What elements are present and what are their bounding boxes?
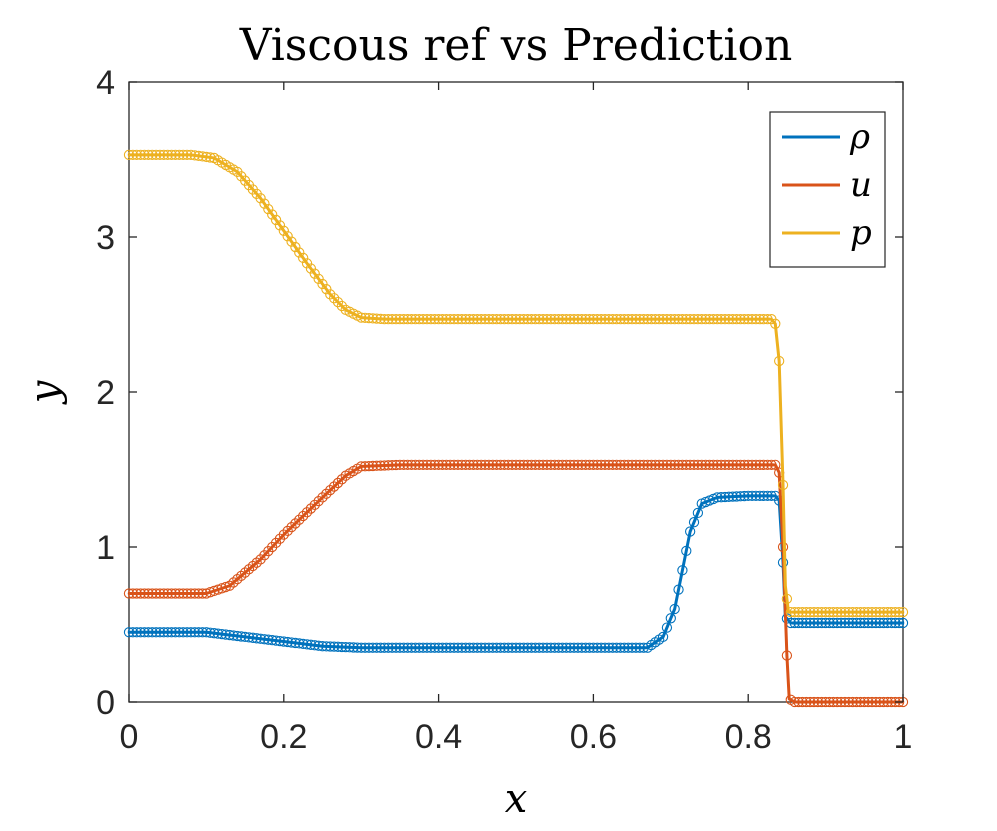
series-1-marker xyxy=(313,495,324,507)
series-1-marker xyxy=(286,522,297,533)
x-tick-label: 1 xyxy=(894,718,913,756)
series-1-marker xyxy=(321,488,332,499)
y-tick-label: 2 xyxy=(96,374,115,412)
series-0-marker xyxy=(665,613,676,624)
series-2-marker xyxy=(309,268,320,279)
series-2-marker xyxy=(313,273,324,284)
series-1-line xyxy=(129,463,903,704)
series-2-marker xyxy=(317,278,328,290)
series-2-marker xyxy=(290,241,301,253)
series-0-marker xyxy=(657,631,669,643)
series-1-marker xyxy=(309,499,320,510)
y-tick-label: 1 xyxy=(96,529,115,567)
series-1-marker xyxy=(247,560,258,572)
x-tick-label: 0.6 xyxy=(570,718,617,756)
legend-entry: p xyxy=(850,213,872,253)
series-2-marker xyxy=(282,231,293,242)
series-1-marker xyxy=(228,577,239,588)
legend-entry: ρ xyxy=(849,117,870,157)
series-1-marker xyxy=(243,564,255,575)
series-1-marker xyxy=(297,510,309,522)
series-1-marker xyxy=(305,503,317,514)
series-0-marker xyxy=(688,517,700,528)
series-1-marker xyxy=(325,485,336,496)
series-2-marker xyxy=(305,263,317,274)
series-1-marker xyxy=(239,567,251,578)
series-1-marker xyxy=(236,570,247,582)
series-1-marker xyxy=(290,518,301,529)
legend: ρup xyxy=(769,111,886,268)
series-1-marker xyxy=(251,557,262,568)
series-1 xyxy=(123,459,909,708)
plot-area xyxy=(123,81,909,708)
series-2-line xyxy=(129,153,903,614)
series-2-marker xyxy=(294,247,305,258)
chart-title: Viscous ref vs Prediction xyxy=(239,20,793,71)
series-2-marker xyxy=(286,236,297,247)
legend-entry: u xyxy=(850,165,872,205)
series-1-marker xyxy=(317,492,328,503)
series-2-marker xyxy=(278,225,289,236)
y-tick-label: 3 xyxy=(96,219,115,257)
series-1-marker xyxy=(301,507,313,518)
series-2-marker xyxy=(255,193,266,204)
series-2-marker xyxy=(336,300,347,312)
series-2-marker xyxy=(328,293,340,304)
series-2-marker xyxy=(301,258,313,269)
series-1-marker xyxy=(282,525,293,537)
series-2-marker xyxy=(263,203,274,215)
y-tick-label: 0 xyxy=(96,684,115,722)
series-2-marker xyxy=(267,209,278,220)
x-tick-label: 0 xyxy=(120,718,139,756)
series-2-marker xyxy=(321,284,332,295)
x-axis-label: x xyxy=(505,776,528,822)
series-1-marker xyxy=(278,529,289,540)
series-2 xyxy=(123,149,909,618)
series-2-marker xyxy=(325,289,336,300)
series-1-marker xyxy=(232,574,243,585)
axis-ticks: 0 0.2 0.4 0.6 0.8 1 0 1 2 3 4 xyxy=(96,64,912,756)
y-tick-label: 4 xyxy=(96,64,115,102)
series-2-marker xyxy=(274,220,286,231)
series-1-marker xyxy=(332,477,344,489)
series-0-marker xyxy=(661,622,673,633)
series-0-marker xyxy=(692,507,704,519)
x-tick-label: 0.2 xyxy=(260,718,307,756)
x-tick-label: 0.8 xyxy=(725,718,772,756)
series-1-marker xyxy=(336,474,347,485)
series-2-marker xyxy=(297,252,309,264)
series-2-marker xyxy=(270,214,282,226)
y-axis-label: y xyxy=(22,379,68,405)
series-2-marker xyxy=(332,296,344,308)
series-2-marker xyxy=(259,198,270,209)
series-1-marker xyxy=(294,514,305,525)
x-tick-label: 0.4 xyxy=(415,718,462,756)
series-1-marker xyxy=(328,481,340,492)
